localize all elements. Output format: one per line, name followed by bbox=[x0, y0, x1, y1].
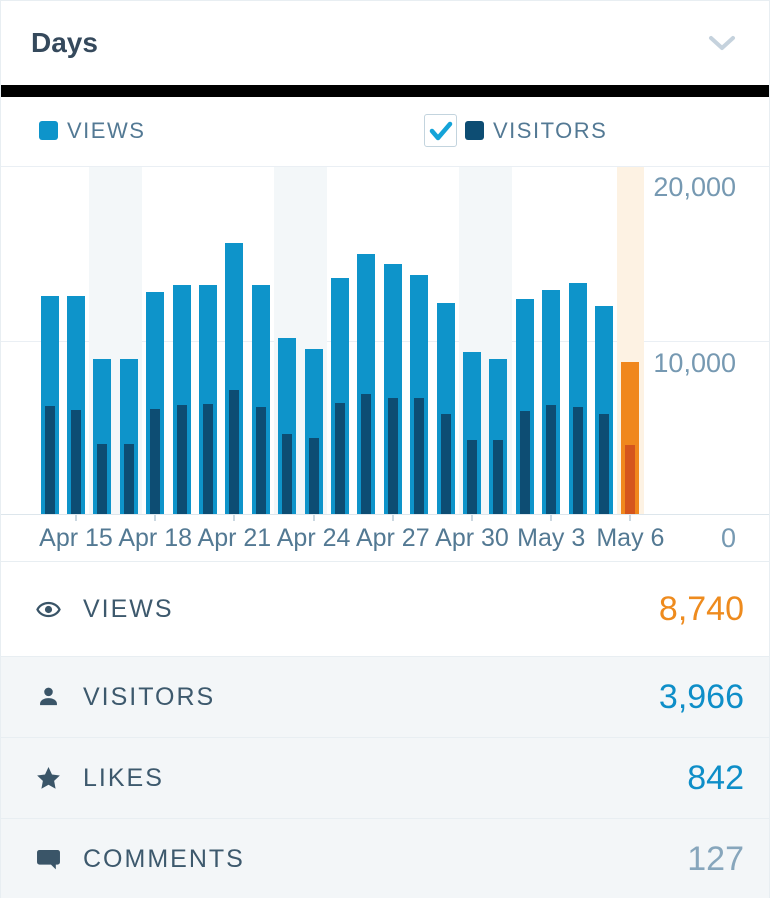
visitors-bar-apr-19[interactable] bbox=[176, 405, 187, 514]
chevron-down-icon[interactable] bbox=[708, 34, 736, 52]
visitors-bar-may-2[interactable] bbox=[519, 411, 530, 514]
person-icon bbox=[35, 684, 62, 711]
summary-list: VIEWS 8,740 VISITORS 3,966 LIKES 842 bbox=[1, 561, 769, 898]
summary-label: LIKES bbox=[83, 763, 164, 792]
legend-item-views: VIEWS bbox=[39, 97, 145, 164]
y-axis-label-0: 0 bbox=[720, 523, 736, 553]
summary-row-likes[interactable]: LIKES 842 bbox=[1, 737, 769, 818]
visitors-bar-apr-17[interactable] bbox=[123, 444, 134, 514]
y-axis-label-10000: 10,000 bbox=[653, 348, 736, 378]
visitors-bar-apr-15[interactable] bbox=[71, 410, 81, 514]
visitors-bar-apr-20[interactable] bbox=[203, 404, 213, 514]
legend-item-visitors[interactable]: VISITORS bbox=[424, 97, 607, 164]
x-tick-label: Apr 21 bbox=[197, 524, 272, 552]
summary-row-comments[interactable]: COMMENTS 127 bbox=[1, 818, 769, 898]
visitors-bar-apr-23[interactable] bbox=[282, 434, 293, 514]
visitors-bar-may-6[interactable] bbox=[625, 445, 636, 514]
x-tick-label: Apr 30 bbox=[435, 524, 509, 552]
y-axis-label-20000: 20,000 bbox=[653, 172, 736, 202]
gridline-20000 bbox=[1, 166, 769, 167]
summary-label: VISITORS bbox=[83, 682, 216, 711]
x-tick-mark bbox=[629, 515, 632, 521]
visitors-bar-apr-25[interactable] bbox=[335, 403, 345, 514]
summary-value: 842 bbox=[687, 758, 744, 797]
visitors-bar-apr-16[interactable] bbox=[97, 444, 108, 514]
summary-label: VIEWS bbox=[83, 594, 174, 623]
eye-icon bbox=[35, 596, 62, 623]
x-axis: 0 Apr 15 Apr 18 Apr 21 Apr 24 Apr 27 Apr 30 Ma… bbox=[1, 515, 769, 561]
divider-bar bbox=[1, 85, 769, 97]
x-tick-label: May 6 bbox=[596, 524, 665, 552]
views-legend-label: VIEWS bbox=[67, 117, 146, 143]
chart-plot: 20,000 10,000 bbox=[1, 164, 769, 515]
views-swatch bbox=[39, 121, 58, 140]
x-tick-label: Apr 24 bbox=[276, 524, 351, 552]
visitors-bar-apr-30[interactable] bbox=[467, 440, 477, 514]
summary-label: COMMENTS bbox=[83, 844, 245, 873]
x-tick-mark bbox=[391, 515, 394, 521]
visitors-bar-apr-22[interactable] bbox=[255, 407, 266, 514]
period-selector-header[interactable]: Days bbox=[1, 1, 769, 85]
x-tick-label: Apr 18 bbox=[118, 524, 193, 552]
summary-row-views[interactable]: VIEWS 8,740 bbox=[1, 561, 769, 656]
visitors-bar-apr-18[interactable] bbox=[150, 409, 161, 514]
visitors-bar-may-3[interactable] bbox=[546, 405, 557, 514]
visitors-bar-apr-29[interactable] bbox=[440, 414, 451, 514]
x-tick-mark bbox=[75, 515, 77, 521]
visitors-bar-may-5[interactable] bbox=[599, 414, 609, 514]
period-title: Days bbox=[31, 27, 98, 58]
x-tick-label: Apr 27 bbox=[355, 524, 430, 552]
x-tick-label: May 3 bbox=[517, 524, 586, 552]
chart-legend: VIEWS VISITORS bbox=[1, 97, 769, 164]
x-tick-mark bbox=[233, 515, 236, 521]
x-tick-mark bbox=[550, 515, 553, 521]
visitors-legend-label: VISITORS bbox=[493, 117, 608, 143]
x-tick-label: Apr 15 bbox=[39, 524, 113, 552]
visitors-bar-apr-14[interactable] bbox=[44, 406, 55, 514]
visitors-swatch bbox=[465, 121, 484, 140]
x-tick-mark bbox=[154, 515, 157, 521]
visitors-checkbox[interactable] bbox=[424, 114, 457, 147]
summary-row-visitors[interactable]: VISITORS 3,966 bbox=[1, 656, 769, 737]
comment-icon bbox=[35, 846, 62, 873]
visitors-bar-apr-26[interactable] bbox=[361, 394, 372, 514]
visitors-bar-apr-24[interactable] bbox=[308, 438, 319, 514]
visitors-bar-may-4[interactable] bbox=[572, 407, 583, 514]
visitors-bar-apr-28[interactable] bbox=[414, 398, 425, 514]
visitors-bar-apr-27[interactable] bbox=[387, 398, 398, 514]
star-icon bbox=[35, 765, 62, 792]
x-tick-mark bbox=[471, 515, 473, 521]
visitors-bar-apr-21[interactable] bbox=[229, 390, 240, 514]
x-tick-mark bbox=[312, 515, 315, 521]
summary-value: 127 bbox=[687, 839, 744, 878]
checkmark-icon bbox=[429, 121, 452, 140]
summary-value: 8,740 bbox=[658, 589, 744, 628]
visitors-bar-may-1[interactable] bbox=[493, 440, 504, 514]
summary-value: 3,966 bbox=[658, 677, 744, 716]
